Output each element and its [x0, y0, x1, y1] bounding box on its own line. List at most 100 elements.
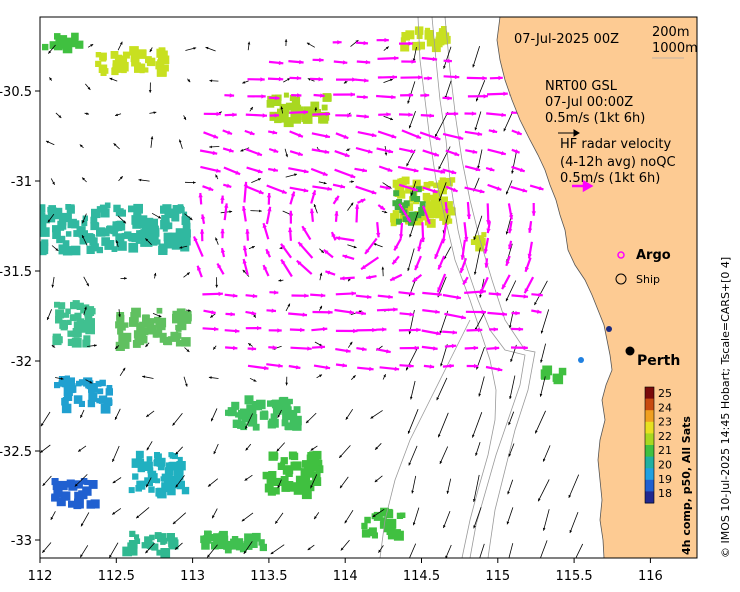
sst-pixel	[243, 540, 253, 550]
sst-pixel	[439, 196, 448, 206]
model-arrow	[374, 475, 383, 483]
hf-arrow	[421, 329, 441, 336]
hf-arrow	[245, 293, 258, 299]
sst-pixel	[58, 480, 68, 491]
hf-arrow	[399, 345, 420, 351]
model-arrow	[50, 178, 55, 185]
sst-pixel	[441, 212, 448, 219]
sst-pixel	[292, 421, 302, 431]
model-arrow	[213, 443, 219, 455]
hf-arrow	[360, 256, 380, 271]
sst-pixel	[70, 301, 78, 310]
hf-arrow	[423, 76, 432, 81]
sst-pixel	[324, 94, 332, 102]
sst-pixel	[301, 489, 312, 500]
sst-pixel	[271, 452, 279, 460]
sst-pixel	[431, 43, 441, 53]
x-axis: 112 112.5 113 113.5 114 114.5 115 115.5 116	[28, 558, 663, 584]
hf-arrow	[268, 345, 277, 350]
sst-pixel	[415, 186, 422, 193]
sst-pixel	[55, 316, 63, 324]
model-arrow	[205, 46, 216, 52]
sst-pixel	[51, 494, 59, 502]
model-arrow	[508, 543, 514, 558]
hf-arrow	[247, 364, 269, 371]
x-tick-label: 113	[180, 569, 205, 584]
sst-pixel	[309, 485, 315, 492]
model-arrow	[438, 182, 447, 202]
sst-pixel	[114, 223, 120, 229]
hf-arrow	[325, 270, 336, 276]
hf-arrow	[335, 328, 358, 334]
model-arrow	[42, 475, 52, 487]
sst-pixel	[87, 399, 96, 408]
model-arrow	[79, 545, 89, 558]
colorbar-label: 25	[658, 387, 672, 400]
sst-pixel	[83, 377, 93, 387]
hf-arrow	[245, 229, 250, 241]
hf-arrow	[442, 132, 464, 140]
model-arrow	[381, 266, 385, 277]
hf-arrow	[397, 165, 419, 173]
sst-pixel	[106, 385, 113, 391]
hf-arrow	[312, 310, 333, 315]
hf-arrow	[289, 191, 296, 205]
hf-arrow	[354, 167, 368, 173]
sst-pixel	[123, 322, 129, 328]
hf-arrow	[245, 310, 257, 316]
y-tick-label: -30.5	[0, 85, 32, 100]
model-arrow	[49, 77, 53, 81]
sst-pixel	[433, 38, 443, 48]
colorbar-label: 18	[658, 487, 672, 500]
model-arrow	[108, 542, 119, 558]
hf-arrow	[335, 291, 357, 296]
sst-pixel	[280, 457, 288, 465]
sst-pixel	[122, 546, 132, 557]
sst-pixel	[293, 406, 301, 414]
hf-arrow	[398, 291, 415, 296]
hf-arrow	[313, 93, 325, 98]
hf-arrow	[487, 311, 508, 317]
model-arrow	[479, 543, 485, 558]
sst-pixel	[235, 412, 241, 418]
sst-pixel	[73, 230, 81, 237]
sst-pixel	[86, 245, 95, 254]
hf-arrow	[398, 147, 416, 154]
model-arrow	[151, 212, 162, 219]
hf-arrow	[488, 291, 502, 297]
sst-pixel	[40, 212, 46, 220]
sst-pixel	[53, 41, 63, 51]
sst-pixel	[433, 204, 441, 212]
sst-pixel	[95, 52, 102, 58]
hf-arrow	[335, 236, 355, 242]
sst-pixel	[181, 235, 191, 246]
sst-pixel	[127, 542, 137, 552]
sst-pixel	[280, 476, 289, 484]
sst-pixel	[147, 473, 158, 483]
hf-arrow	[247, 94, 266, 99]
hf-arrow	[313, 364, 331, 370]
sst-pixel	[304, 468, 315, 478]
sst-pixel	[271, 399, 281, 409]
model-arrow	[409, 211, 419, 238]
hf-arrow	[297, 241, 314, 259]
model-arrow	[207, 478, 219, 487]
sst-pixel	[115, 220, 126, 231]
sst-pixel	[392, 210, 400, 217]
sst-pixel	[321, 104, 328, 111]
model-arrow	[85, 379, 93, 384]
hf-arrow	[245, 113, 268, 118]
hf-arrow	[225, 312, 235, 317]
model-arrow	[344, 509, 354, 524]
sst-pixel	[171, 213, 180, 222]
sst-pixel	[262, 471, 271, 480]
hf-arrow	[335, 113, 352, 118]
model-arrow	[276, 442, 285, 452]
model-arrow	[184, 181, 196, 184]
hf-arrow	[200, 165, 221, 173]
sst-pixel	[128, 205, 135, 213]
sst-pixel	[269, 479, 276, 486]
colorbar-label: 21	[658, 444, 672, 457]
model-arrow	[374, 443, 382, 450]
hf-arrow	[203, 309, 216, 315]
